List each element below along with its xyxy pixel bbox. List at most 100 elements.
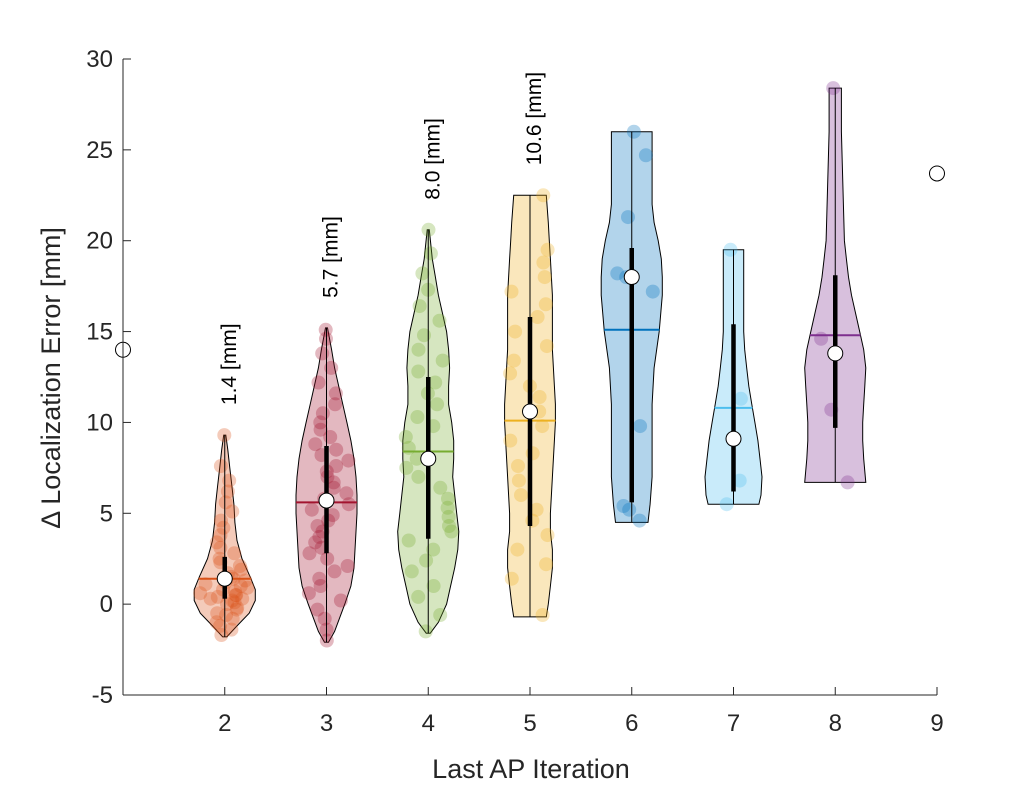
data-point-5-11 [503,433,518,448]
data-point-4-18 [398,430,413,444]
x-tick-label-4: 6 [625,710,638,737]
data-point-4-27 [417,328,431,343]
data-point-6-4 [645,284,660,299]
data-point-5-18 [539,339,554,354]
data-point-6-9 [626,124,641,139]
data-point-3-14 [312,529,327,544]
data-point-2-22 [198,577,213,592]
data-point-4-12 [441,491,455,506]
data-point-2-41 [222,473,237,488]
data-point-2-39 [218,495,233,510]
data-point-4-21 [430,397,445,412]
data-point-2-10 [227,595,242,610]
data-point-2-4 [225,611,240,626]
median-marker-2 [216,570,233,587]
data-point-5-12 [535,419,550,434]
y-tick-label-3: 10 [86,409,113,436]
data-point-5-22 [504,284,519,299]
data-point-4-29 [412,299,427,314]
data-point-5-16 [503,366,518,381]
data-point-4-20 [410,410,425,424]
data-point-2-37 [214,513,228,528]
data-point-2-8 [230,600,245,615]
annotation-5: 10.6 [mm] [523,72,546,165]
data-point-5-21 [538,297,553,312]
data-point-3-30 [329,442,344,457]
violin-group-6 [600,124,663,528]
data-point-5-3 [510,542,525,557]
data-point-5-2 [539,557,554,572]
data-point-4-7 [401,533,416,548]
data-point-3-5 [301,586,316,601]
data-point-3-13 [308,535,323,550]
data-point-2-43 [217,428,232,443]
y-tick-label-0: -5 [92,682,113,709]
data-point-2-7 [229,602,244,617]
data-point-2-2 [213,618,228,633]
annotation-3: 5.7 [mm] [320,216,343,298]
data-point-7-0 [719,497,734,512]
data-point-2-11 [225,593,240,608]
data-point-2-17 [193,586,208,601]
data-point-4-9 [442,519,456,533]
data-point-5-14 [532,390,547,404]
data-point-3-40 [315,346,330,361]
data-point-8-2 [814,331,829,346]
data-point-3-35 [315,406,330,421]
data-point-2-6 [210,606,225,621]
data-point-8-3 [826,81,841,96]
data-point-4-16 [409,451,424,466]
data-point-3-38 [311,375,326,390]
data-point-2-33 [213,540,228,555]
tick-labels-layer: -5 0 5 10 15 20 25 30 2 3 4 5 6 7 8 9 [86,46,943,737]
data-point-3-33 [313,422,328,437]
data-point-3-34 [313,415,328,430]
data-point-4-8 [444,524,459,539]
median-marker-3 [318,492,335,509]
median-marker-8 [827,345,844,362]
violin-group-7 [704,242,763,512]
data-point-5-24 [536,255,551,270]
data-point-4-32 [423,246,438,261]
violins-layer [115,81,945,648]
data-point-4-23 [428,375,443,390]
y-tick-label-1: 0 [100,591,113,618]
median-marker-5 [522,403,538,420]
data-point-5-25 [540,242,555,257]
data-point-3-18 [325,508,340,523]
data-point-3-3 [310,602,325,617]
violin-group-8 [804,81,867,490]
data-point-2-20 [240,580,255,595]
y-axis-title: Δ Localization Error [mm] [36,227,66,529]
data-point-3-9 [340,559,355,573]
data-point-3-8 [327,564,342,579]
data-point-2-32 [227,546,242,561]
data-point-5-7 [514,488,528,503]
data-point-8-0 [840,475,855,490]
data-point-3-19 [304,502,319,517]
data-point-4-0 [418,624,433,639]
axes-layer [122,58,938,696]
data-point-2-1 [224,622,239,637]
data-point-4-2 [411,589,426,604]
data-point-4-6 [426,542,441,557]
data-point-3-16 [310,519,325,533]
data-point-5-9 [511,459,525,473]
data-point-3-11 [302,546,317,561]
data-point-2-34 [209,535,224,550]
data-point-2-18 [227,584,242,599]
data-point-4-1 [433,608,448,622]
data-point-2-28 [234,562,249,577]
data-point-4-25 [435,353,450,368]
violin-group-4 [397,222,460,639]
data-point-6-3 [633,419,648,434]
data-point-3-10 [320,551,335,566]
data-point-4-24 [411,364,426,379]
outlier-marker-1 [929,165,945,182]
data-point-6-2 [616,499,631,513]
data-point-2-36 [216,520,231,535]
data-point-4-3 [426,579,441,593]
data-point-5-6 [529,502,544,517]
x-axis-title: Last AP Iteration [432,754,630,784]
data-point-6-1 [622,502,637,517]
